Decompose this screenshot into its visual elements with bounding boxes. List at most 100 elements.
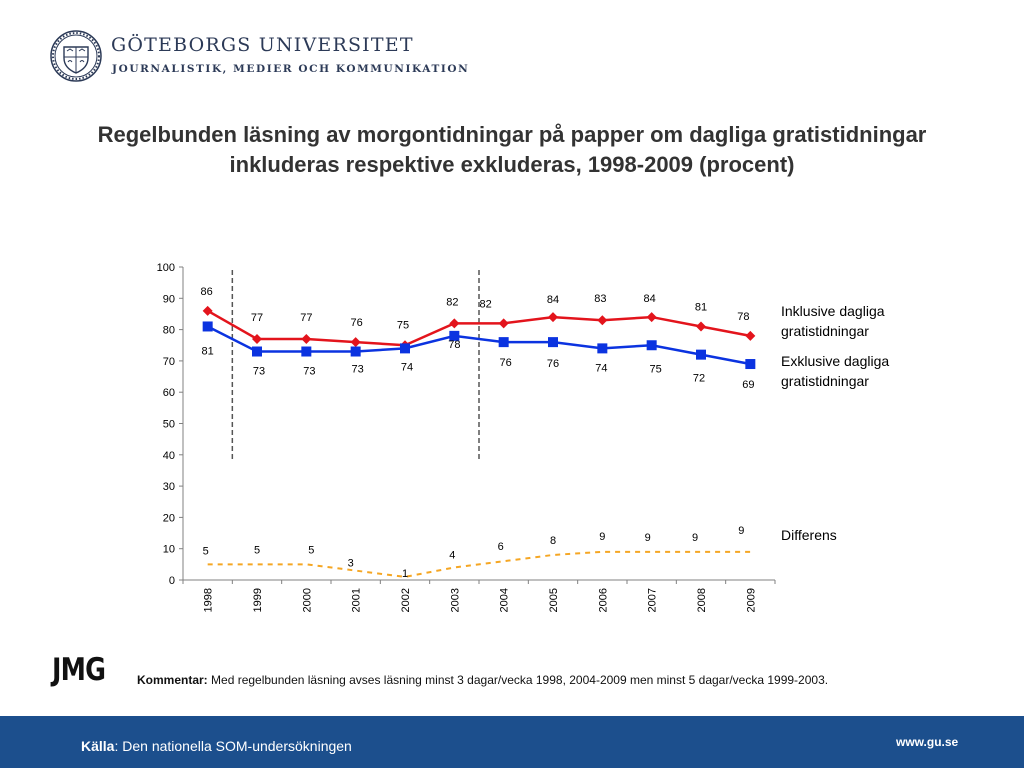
website-link[interactable]: www.gu.se <box>896 735 959 749</box>
data-label-inklusive: 78 <box>737 311 749 323</box>
data-label-differens: 9 <box>645 532 651 544</box>
data-point-inklusive <box>252 333 262 344</box>
y-tick-label: 40 <box>163 450 175 462</box>
data-label-differens: 5 <box>254 544 260 556</box>
y-tick-label: 100 <box>157 262 175 274</box>
data-point-exklusive <box>252 346 262 357</box>
data-point-exklusive <box>696 349 706 360</box>
data-label-exklusive: 73 <box>352 364 364 376</box>
data-label-inklusive: 84 <box>547 294 559 306</box>
series-line-inklusive <box>207 309 751 347</box>
data-label-inklusive: 86 <box>201 286 213 298</box>
department-name: JOURNALISTIK, MEDIER OCH KOMMUNIKATION <box>112 63 470 75</box>
data-label-differens: 9 <box>599 531 605 543</box>
data-label-inklusive: 82 <box>480 298 492 310</box>
data-point-exklusive <box>400 343 410 354</box>
x-tick-label: 2005 <box>548 588 560 612</box>
y-tick-label: 90 <box>163 293 175 305</box>
university-seal-icon <box>50 30 102 82</box>
data-label-exklusive: 74 <box>401 361 413 373</box>
data-label-differens: 9 <box>738 525 744 537</box>
data-point-exklusive <box>548 337 558 348</box>
data-point-exklusive <box>646 340 657 351</box>
data-label-inklusive: 83 <box>594 293 606 305</box>
data-label-inklusive: 84 <box>644 293 656 305</box>
data-point-inklusive <box>646 312 657 323</box>
x-tick-label: 2001 <box>351 588 363 612</box>
data-label-differens: 6 <box>498 541 504 553</box>
data-point-inklusive <box>498 318 509 329</box>
comment-text: Med regelbunden läsning avses läsning mi… <box>207 673 829 687</box>
y-tick-label: 20 <box>163 512 175 524</box>
data-label-exklusive: 73 <box>253 366 265 378</box>
data-point-inklusive <box>696 321 706 332</box>
source-note: Källa: Den nationella SOM-undersökningen <box>81 738 352 754</box>
data-label-differens: 8 <box>550 535 556 547</box>
data-point-exklusive <box>597 343 608 354</box>
y-tick-label: 50 <box>163 419 175 431</box>
series-line-exklusive <box>207 325 751 366</box>
data-label-differens: 3 <box>348 558 354 570</box>
data-label-differens: 1 <box>402 568 408 580</box>
y-tick-label: 30 <box>163 481 175 493</box>
y-tick-label: 80 <box>163 325 175 337</box>
data-label-exklusive: 76 <box>547 358 559 370</box>
x-tick-label: 2007 <box>647 588 659 612</box>
data-label-exklusive: 69 <box>742 379 754 391</box>
data-point-inklusive <box>548 312 558 323</box>
data-label-exklusive: 72 <box>693 373 705 385</box>
x-tick-label: 2002 <box>400 588 412 612</box>
y-tick-label: 60 <box>163 387 175 399</box>
data-point-inklusive <box>350 337 361 348</box>
data-label-differens: 5 <box>203 545 209 557</box>
data-point-exklusive <box>498 337 509 348</box>
data-point-inklusive <box>202 305 213 316</box>
university-name: GÖTEBORGS UNIVERSITET <box>111 34 414 56</box>
legend-label-inklusive: Inklusive dagliga gratistidningar <box>781 303 885 339</box>
data-label-exklusive: 78 <box>448 339 460 351</box>
data-label-exklusive: 81 <box>202 345 214 357</box>
x-tick-label: 2006 <box>597 588 609 612</box>
x-tick-label: 1999 <box>252 588 264 612</box>
data-label-inklusive: 77 <box>300 312 312 324</box>
data-label-exklusive: 75 <box>650 363 662 375</box>
data-point-inklusive <box>449 318 460 329</box>
legend-label-exklusive: Exklusive dagliga gratistidningar <box>781 353 889 389</box>
source-label: Källa <box>81 738 115 754</box>
x-tick-label: 2008 <box>696 588 708 612</box>
legend-label-differens: Differens <box>781 527 837 543</box>
x-tick-label: 2003 <box>449 588 461 612</box>
y-tick-label: 70 <box>163 356 175 368</box>
jmg-logo: JMG <box>52 652 106 688</box>
data-point-exklusive <box>449 330 460 341</box>
footer-band <box>0 716 1024 768</box>
data-label-differens: 5 <box>308 544 314 556</box>
data-point-exklusive <box>745 359 756 370</box>
data-point-inklusive <box>597 315 608 326</box>
x-tick-label: 2009 <box>745 588 757 612</box>
x-tick-label: 2000 <box>301 588 313 612</box>
source-text: : Den nationella SOM-undersökningen <box>114 738 352 754</box>
x-tick-label: 2004 <box>499 588 511 612</box>
data-point-inklusive <box>745 330 756 341</box>
chart-title: Regelbunden läsning av morgontidningar p… <box>97 122 927 177</box>
data-point-exklusive <box>301 346 312 357</box>
data-label-differens: 4 <box>449 549 455 561</box>
data-label-inklusive: 76 <box>351 317 363 329</box>
data-point-inklusive <box>301 333 312 344</box>
data-label-exklusive: 74 <box>595 362 607 374</box>
data-label-inklusive: 81 <box>695 301 707 313</box>
data-label-inklusive: 75 <box>397 319 409 331</box>
series-line-differens <box>207 550 751 578</box>
y-tick-label: 10 <box>163 544 175 556</box>
data-label-differens: 9 <box>692 532 698 544</box>
x-tick-label: 1998 <box>203 588 215 612</box>
data-label-inklusive: 82 <box>446 296 458 308</box>
comment-label: Kommentar: <box>137 673 208 687</box>
data-label-exklusive: 76 <box>500 357 512 369</box>
data-point-exklusive <box>350 346 361 357</box>
data-point-exklusive <box>202 321 213 332</box>
comment-note: Kommentar: Med regelbunden läsning avses… <box>137 673 828 687</box>
data-label-exklusive: 73 <box>303 366 315 378</box>
